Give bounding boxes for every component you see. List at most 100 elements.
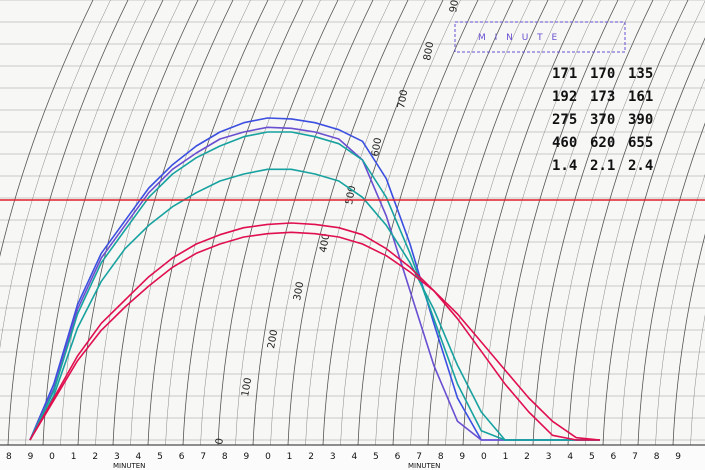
bottom-tick-label: 3 (330, 452, 336, 462)
series-group (29, 117, 601, 441)
arc-label: 300 (292, 281, 306, 302)
minute-arc (322, 0, 444, 446)
minute-arc (0, 0, 94, 258)
bottom-tick-label: 1 (71, 452, 77, 462)
minute-arc (147, 0, 269, 446)
x-axis-label: MINUTEN (408, 462, 440, 470)
bottom-tick-label: 0 (481, 452, 487, 462)
bottom-tick-label: 0 (265, 452, 271, 462)
minute-arc (305, 0, 426, 446)
arc-label: 200 (266, 329, 280, 350)
minute-arc (672, 233, 705, 446)
bottom-tick-label: 6 (179, 452, 185, 462)
minute-arc (77, 0, 199, 446)
series-line-4 (29, 168, 600, 441)
handwritten-cell: 460 (552, 135, 577, 151)
minute-arc (497, 0, 619, 446)
bottom-tick-label: 4 (136, 452, 142, 462)
arc-label: 0 (214, 437, 226, 445)
bottom-tick-label: 0 (49, 452, 55, 462)
minute-arc (480, 0, 601, 446)
minute-arc (0, 0, 111, 349)
minute-arc (60, 0, 181, 446)
minute-arc (655, 173, 705, 446)
minute-arc (182, 0, 304, 446)
bottom-tick-label: 8 (654, 452, 660, 462)
bottom-tick-label: 7 (200, 452, 206, 462)
minute-arc (637, 122, 705, 446)
minute-arc (7, 0, 129, 446)
stamp-box (454, 21, 626, 53)
bottom-tick-label: 5 (373, 452, 379, 462)
bottom-tick-label: 9 (28, 452, 34, 462)
minute-arc (445, 0, 566, 446)
bottom-tick-label: 3 (114, 452, 120, 462)
bottom-tick-label: 8 (438, 452, 444, 462)
handwritten-cell: 2.4 (628, 158, 653, 174)
minute-arc (550, 0, 671, 446)
minute-arc (130, 0, 251, 446)
bottom-axis: 8 9 0 1 2 3 4 5 6 7 8 9 0 1 2 3 4 5 6 7 8 9 0 1 2 3 4 5 6 7 8 9 MINUTEN M… (0, 444, 705, 470)
handwritten-cell: 275 (552, 112, 577, 128)
arc-label: 700 (396, 89, 410, 110)
axis-strip (0, 445, 705, 470)
arc-label: 400 (318, 233, 332, 254)
bottom-tick-label: 9 (675, 452, 681, 462)
handwritten-cell: 170 (590, 66, 615, 82)
minute-arc (357, 0, 479, 446)
bottom-tick-label: 2 (308, 452, 314, 462)
handwritten-cell: 173 (590, 89, 615, 105)
handwritten-cell: 2.1 (590, 158, 615, 174)
x-axis-label: MINUTEN (113, 462, 145, 470)
handwritten-cell: 192 (552, 89, 577, 105)
minute-arc (392, 0, 514, 446)
minute-arc (690, 314, 705, 446)
bottom-tick-label: 3 (546, 452, 552, 462)
bottom-tick-label: 6 (395, 452, 401, 462)
minute-arc (567, 0, 689, 446)
bottom-tick-label: 5 (589, 452, 595, 462)
minute-arcs: 0 100 200 300 400 500 600 700 800 900 (0, 0, 705, 446)
series-line-1 (29, 117, 600, 441)
handwritten-cell: 390 (628, 112, 653, 128)
arc-label: 600 (370, 137, 384, 158)
bottom-tick-label: 4 (351, 452, 357, 462)
minute-arc (340, 0, 461, 446)
arc-label: 900 (448, 0, 462, 14)
minute-arc (515, 0, 636, 446)
minute-arc (620, 78, 705, 446)
bottom-tick-label: 4 (567, 452, 573, 462)
handwritten-cell: 1.4 (552, 158, 577, 174)
minute-arc (25, 0, 146, 446)
minute-arc (375, 0, 496, 446)
bottom-tick-label: 5 (157, 452, 163, 462)
minute-arc (42, 0, 164, 446)
grid (0, 0, 705, 441)
bottom-tick-label: 6 (611, 452, 617, 462)
bottom-tick-label: 1 (503, 452, 509, 462)
handwritten-cell: 161 (628, 89, 653, 105)
bottom-tick-label: 8 (6, 452, 12, 462)
minute-arc (165, 0, 286, 446)
minute-arc (410, 0, 531, 446)
series-line-5 (29, 222, 600, 441)
handwritten-cell: 171 (552, 66, 577, 82)
bottom-tick-label: 9 (459, 452, 465, 462)
bottom-tick-label: 2 (524, 452, 530, 462)
handwritten-cell: 135 (628, 66, 653, 82)
arc-label: 500 (344, 185, 358, 206)
bottom-tick-label: 7 (632, 452, 638, 462)
arc-label: 100 (240, 377, 254, 398)
minute-arc (427, 0, 549, 446)
minute-arc (217, 0, 339, 446)
minute-arc (532, 0, 654, 446)
minute-arc (602, 37, 705, 446)
arc-label: 800 (422, 41, 436, 62)
annotations: M I N U T E 171 170 135 192 173 161 275 370 390 46… (0, 21, 705, 201)
handwritten-cell: 370 (590, 112, 615, 128)
handwritten-cell: 655 (628, 135, 653, 151)
minute-arc (585, 0, 705, 446)
bottom-tick-label: 2 (92, 452, 98, 462)
